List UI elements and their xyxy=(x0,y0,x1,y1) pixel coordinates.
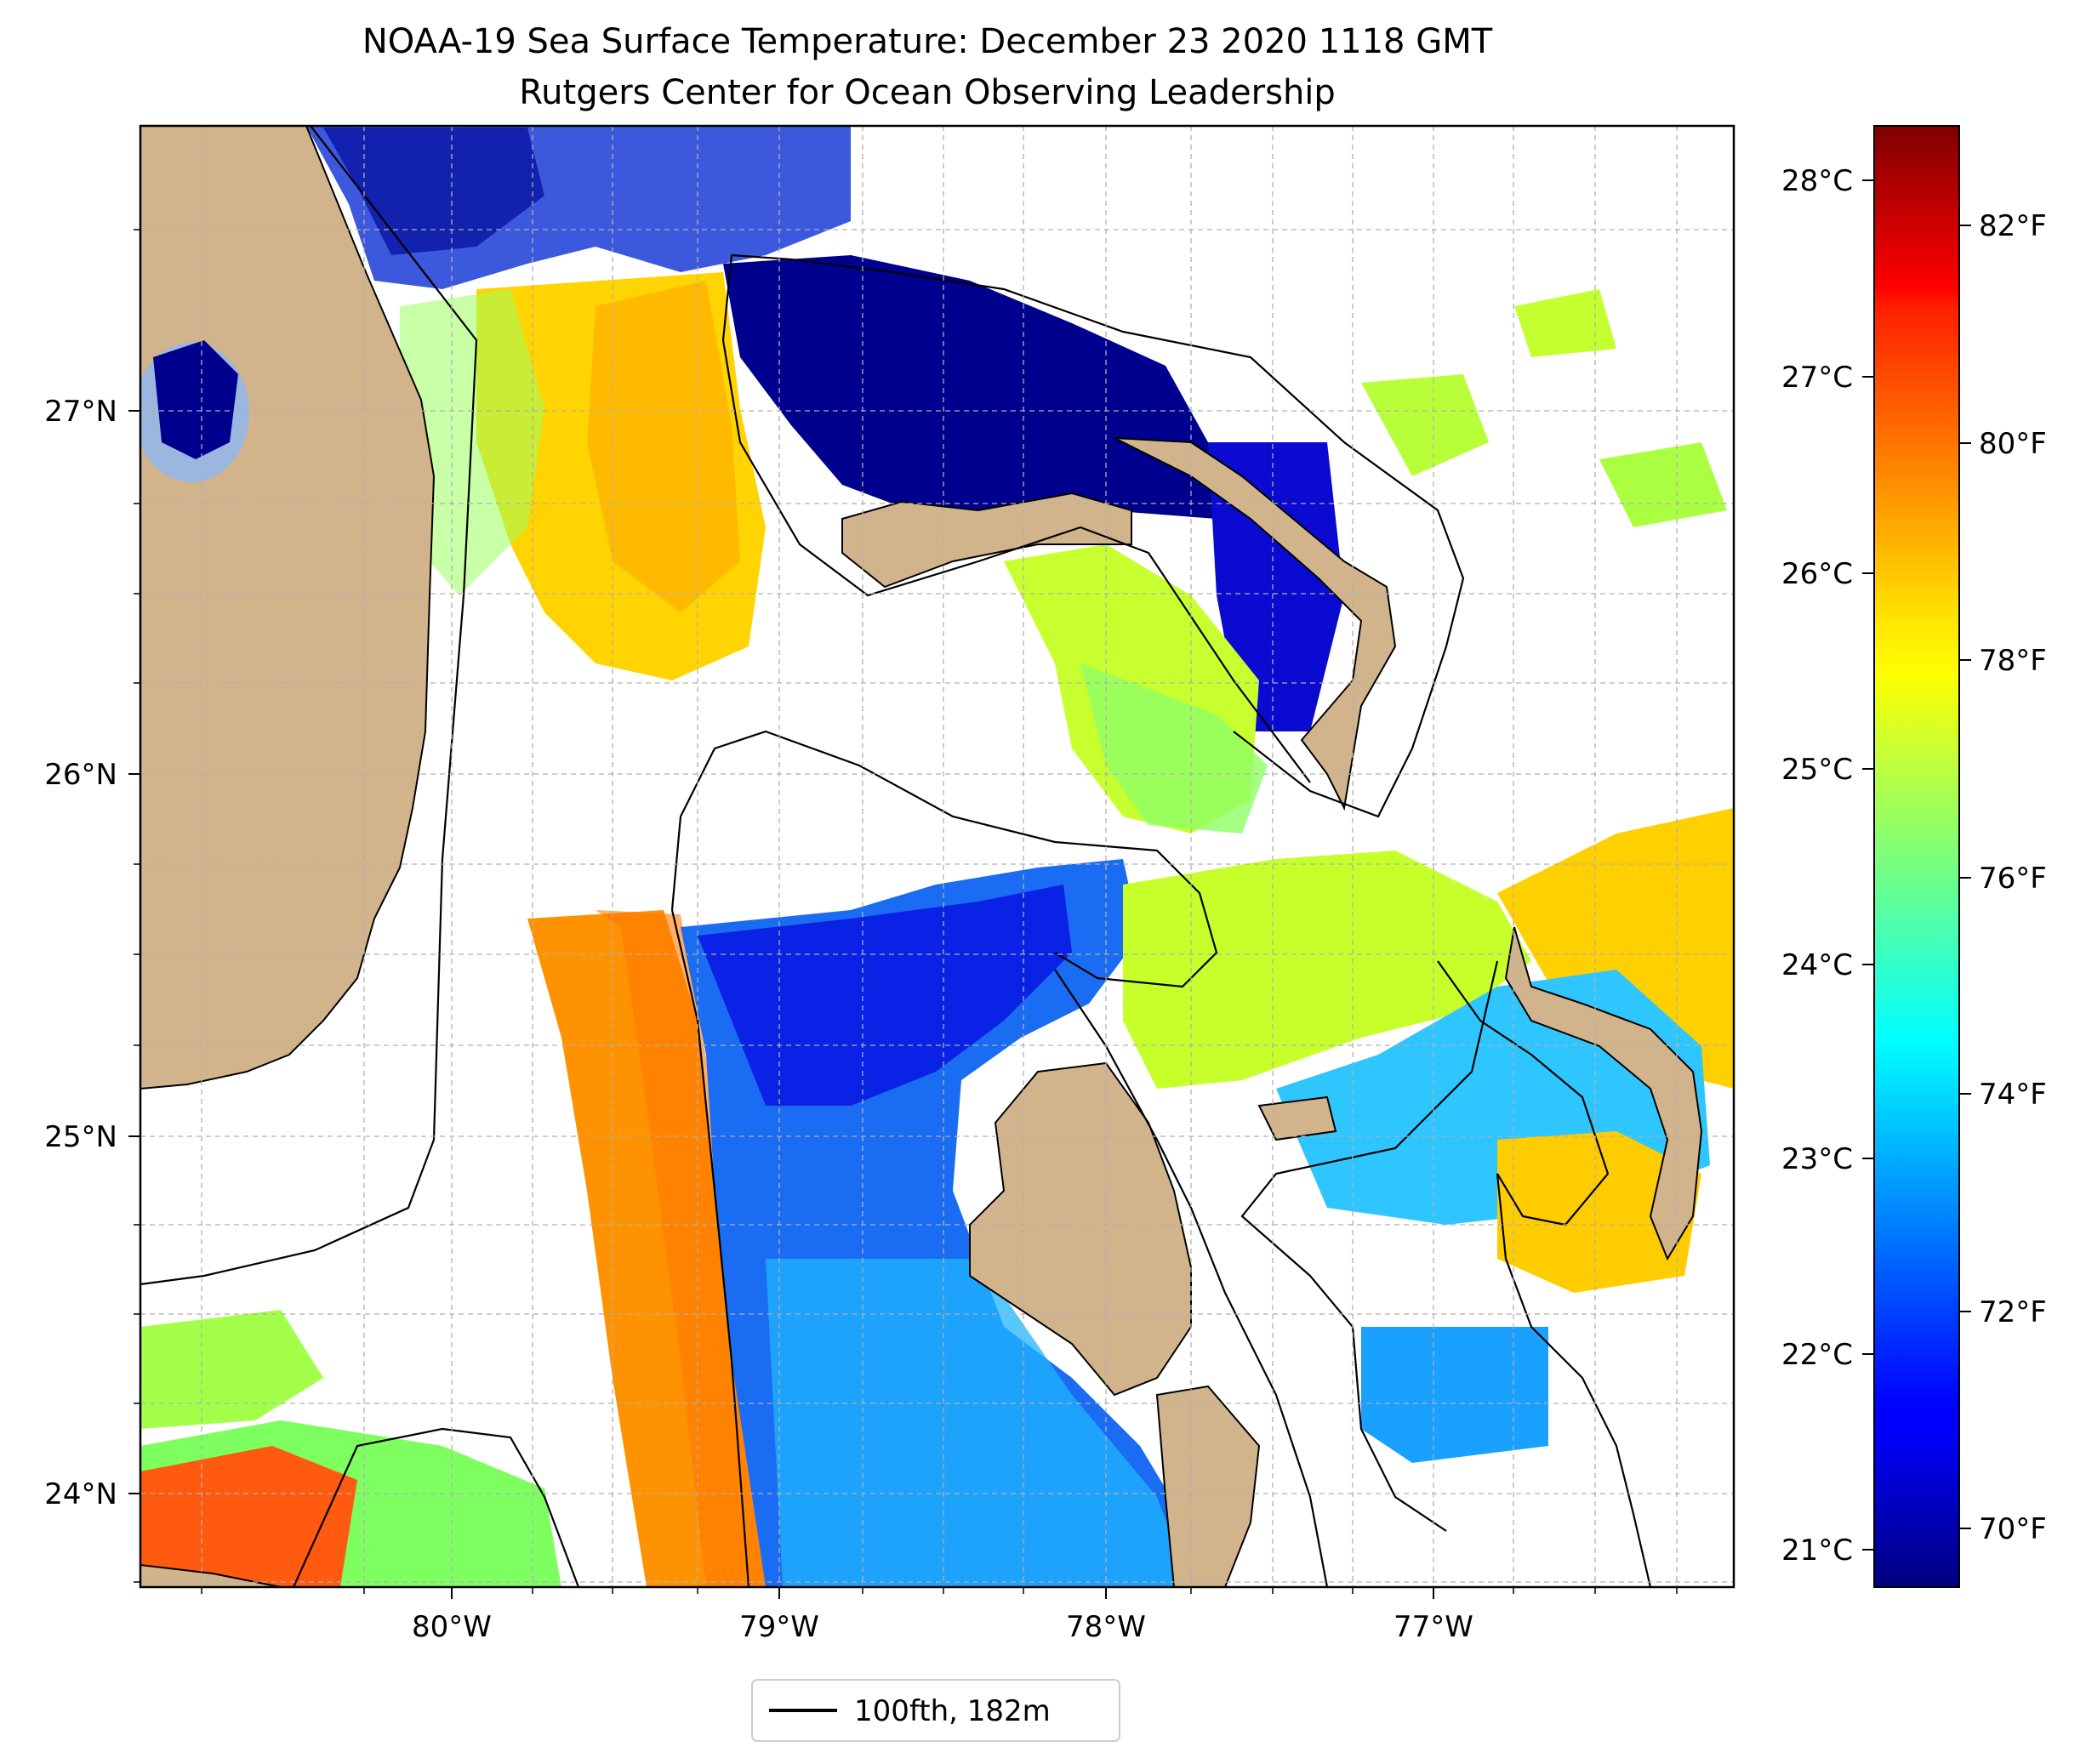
x-tick-label: 77°W xyxy=(1394,1610,1473,1644)
colorbar-gradient xyxy=(1873,125,1960,1588)
x-tick-label: 80°W xyxy=(412,1610,492,1644)
celsius-tick-label: 22°C xyxy=(1781,1338,1853,1372)
colorbar: 28°C 27°C 26°C 25°C 24°C 23°C 22°C 21°C … xyxy=(1781,125,2047,1588)
fahrenheit-tick-label: 74°F xyxy=(1979,1078,2047,1112)
fahrenheit-tick-label: 80°F xyxy=(1979,427,2047,461)
new-providence-island xyxy=(1257,1095,1337,1141)
figure-title: NOAA-19 Sea Surface Temperature: Decembe… xyxy=(362,22,1493,61)
celsius-tick-label: 24°C xyxy=(1781,948,1853,982)
eleuthera-island xyxy=(1504,926,1703,1261)
x-tick-label: 79°W xyxy=(739,1610,819,1644)
celsius-tick-label: 27°C xyxy=(1781,361,1853,395)
fahrenheit-tick-label: 82°F xyxy=(1979,209,2047,243)
x-tick-label: 78°W xyxy=(1066,1610,1146,1644)
axis-minor-ticks xyxy=(134,229,1678,1594)
legend-box xyxy=(751,1679,1120,1742)
fahrenheit-tick-label: 78°F xyxy=(1979,644,2047,678)
celsius-tick-label: 28°C xyxy=(1781,164,1853,198)
andros-island xyxy=(969,1061,1192,1397)
graticule xyxy=(140,126,1734,1587)
fahrenheit-tick-label: 70°F xyxy=(1979,1512,2047,1546)
axis-ticks xyxy=(128,410,1434,1599)
abaco-island xyxy=(1114,437,1397,811)
legend-label: 100fth, 182m xyxy=(854,1694,1051,1728)
celsius-tick-label: 25°C xyxy=(1781,753,1853,787)
figure-subtitle: Rutgers Center for Ocean Observing Leade… xyxy=(519,73,1336,112)
grand-bahama-island xyxy=(841,492,1132,589)
sst-field xyxy=(140,126,1734,1587)
y-tick-label: 25°N xyxy=(44,1120,117,1154)
celsius-tick-label: 23°C xyxy=(1781,1142,1853,1176)
celsius-tick-label: 21°C xyxy=(1781,1534,1853,1568)
y-tick-label: 26°N xyxy=(44,758,117,792)
y-tick-label: 27°N xyxy=(44,395,117,429)
map-area xyxy=(140,126,1734,1587)
lake-okeechobee-sst xyxy=(153,340,238,459)
andros-south xyxy=(1155,1385,1261,1587)
legend: 100fth, 182m xyxy=(751,1679,1120,1742)
fahrenheit-tick-label: 72°F xyxy=(1979,1295,2047,1329)
fahrenheit-tick-label: 76°F xyxy=(1979,862,2047,896)
celsius-tick-label: 26°C xyxy=(1781,557,1853,591)
map-frame xyxy=(139,124,1735,1589)
y-tick-label: 24°N xyxy=(44,1477,117,1511)
